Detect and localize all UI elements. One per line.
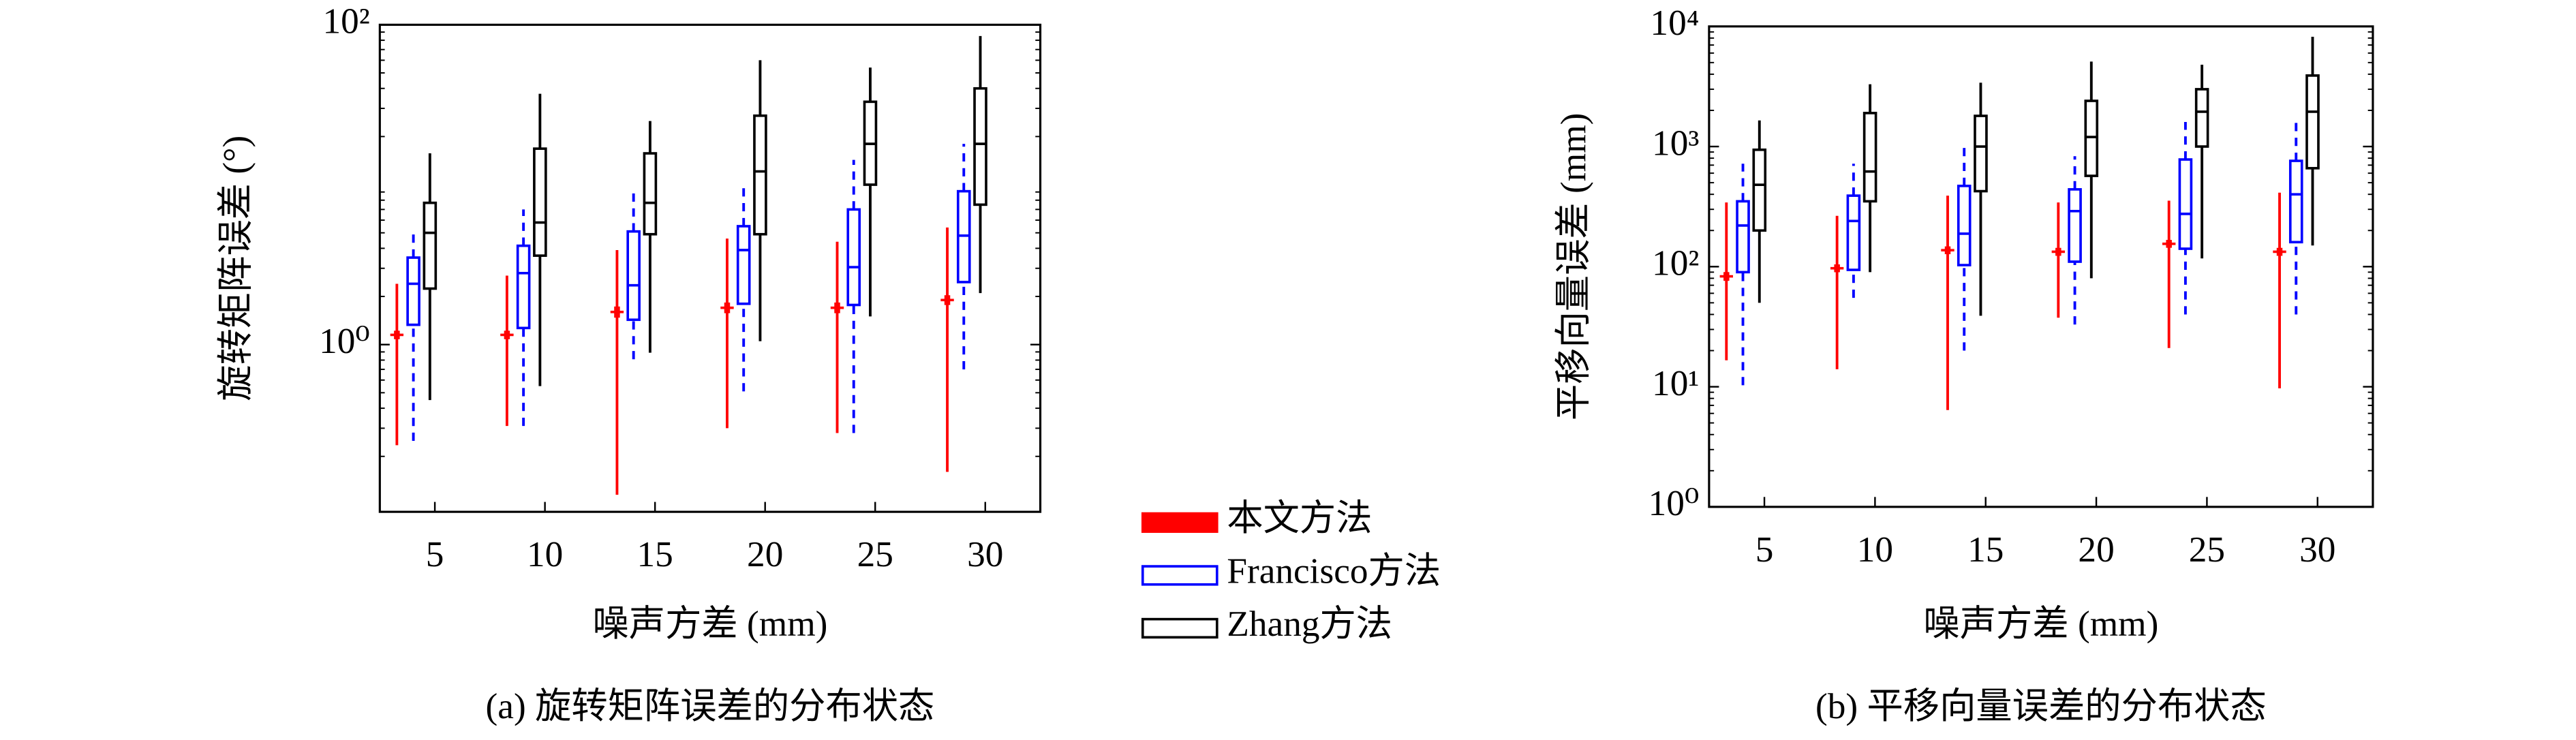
plot-frame (1708, 25, 2374, 508)
box (423, 201, 438, 290)
box (736, 225, 751, 305)
box (2288, 159, 2303, 244)
box (2068, 188, 2082, 263)
box (516, 244, 531, 330)
x-tick-label: 5 (426, 534, 444, 574)
box (1752, 148, 1767, 232)
y-tick-label: 10² (323, 1, 370, 42)
x-tick-label: 30 (967, 534, 1003, 574)
y-tick-label: 10³ (1652, 123, 1699, 163)
box (533, 147, 547, 257)
legend-swatch (1141, 617, 1218, 639)
y-tick-label: 10⁰ (319, 321, 370, 361)
box (1974, 114, 1988, 193)
box (2084, 99, 2099, 177)
x-tick-label: 10 (1857, 529, 1893, 570)
x-tick-label: 10 (527, 534, 563, 574)
plot-frame (378, 23, 1042, 513)
legend-label: Zhang方法 (1227, 604, 1392, 644)
x-tick-label: 20 (2078, 529, 2114, 570)
x-tick-label: 5 (1755, 529, 1774, 570)
y-axis-label: 平移向量误差 (mm) (1553, 113, 1593, 421)
y-axis-label: 旋转矩阵误差 (°) (216, 136, 256, 401)
x-tick-label: 15 (637, 534, 673, 574)
y-tick-label: 10⁰ (1649, 483, 1700, 523)
box (2178, 158, 2193, 250)
legend-swatch (1141, 512, 1218, 534)
y-tick-label: 10² (1652, 243, 1699, 283)
x-tick-label: 20 (747, 534, 783, 574)
box (626, 230, 641, 322)
box (1862, 112, 1877, 203)
caption: (b) 平移向量误差的分布状态 (1815, 686, 2267, 726)
box (753, 114, 767, 236)
x-tick-label: 15 (1967, 529, 2004, 570)
box (1846, 194, 1861, 271)
caption: (a) 旋转矩阵误差的分布状态 (486, 686, 935, 726)
box (1957, 185, 1972, 266)
box (2305, 74, 2320, 170)
box (643, 152, 658, 236)
x-tick-label: 30 (2299, 529, 2335, 570)
x-tick-label: 25 (857, 534, 893, 574)
box (973, 87, 987, 206)
x-tick-label: 25 (2189, 529, 2225, 570)
y-tick-label: 10⁴ (1650, 3, 1699, 43)
legend-label: 本文方法 (1227, 498, 1372, 538)
x-axis-label: 噪声方差 (mm) (1923, 604, 2158, 644)
box (406, 256, 420, 326)
legend-swatch (1141, 565, 1218, 586)
legend-label: Francisco方法 (1227, 551, 1441, 591)
box (1736, 200, 1750, 274)
y-tick-label: 10¹ (1652, 363, 1699, 403)
x-axis-label: 噪声方差 (mm) (592, 604, 827, 644)
box (846, 208, 861, 307)
box (2194, 88, 2209, 148)
